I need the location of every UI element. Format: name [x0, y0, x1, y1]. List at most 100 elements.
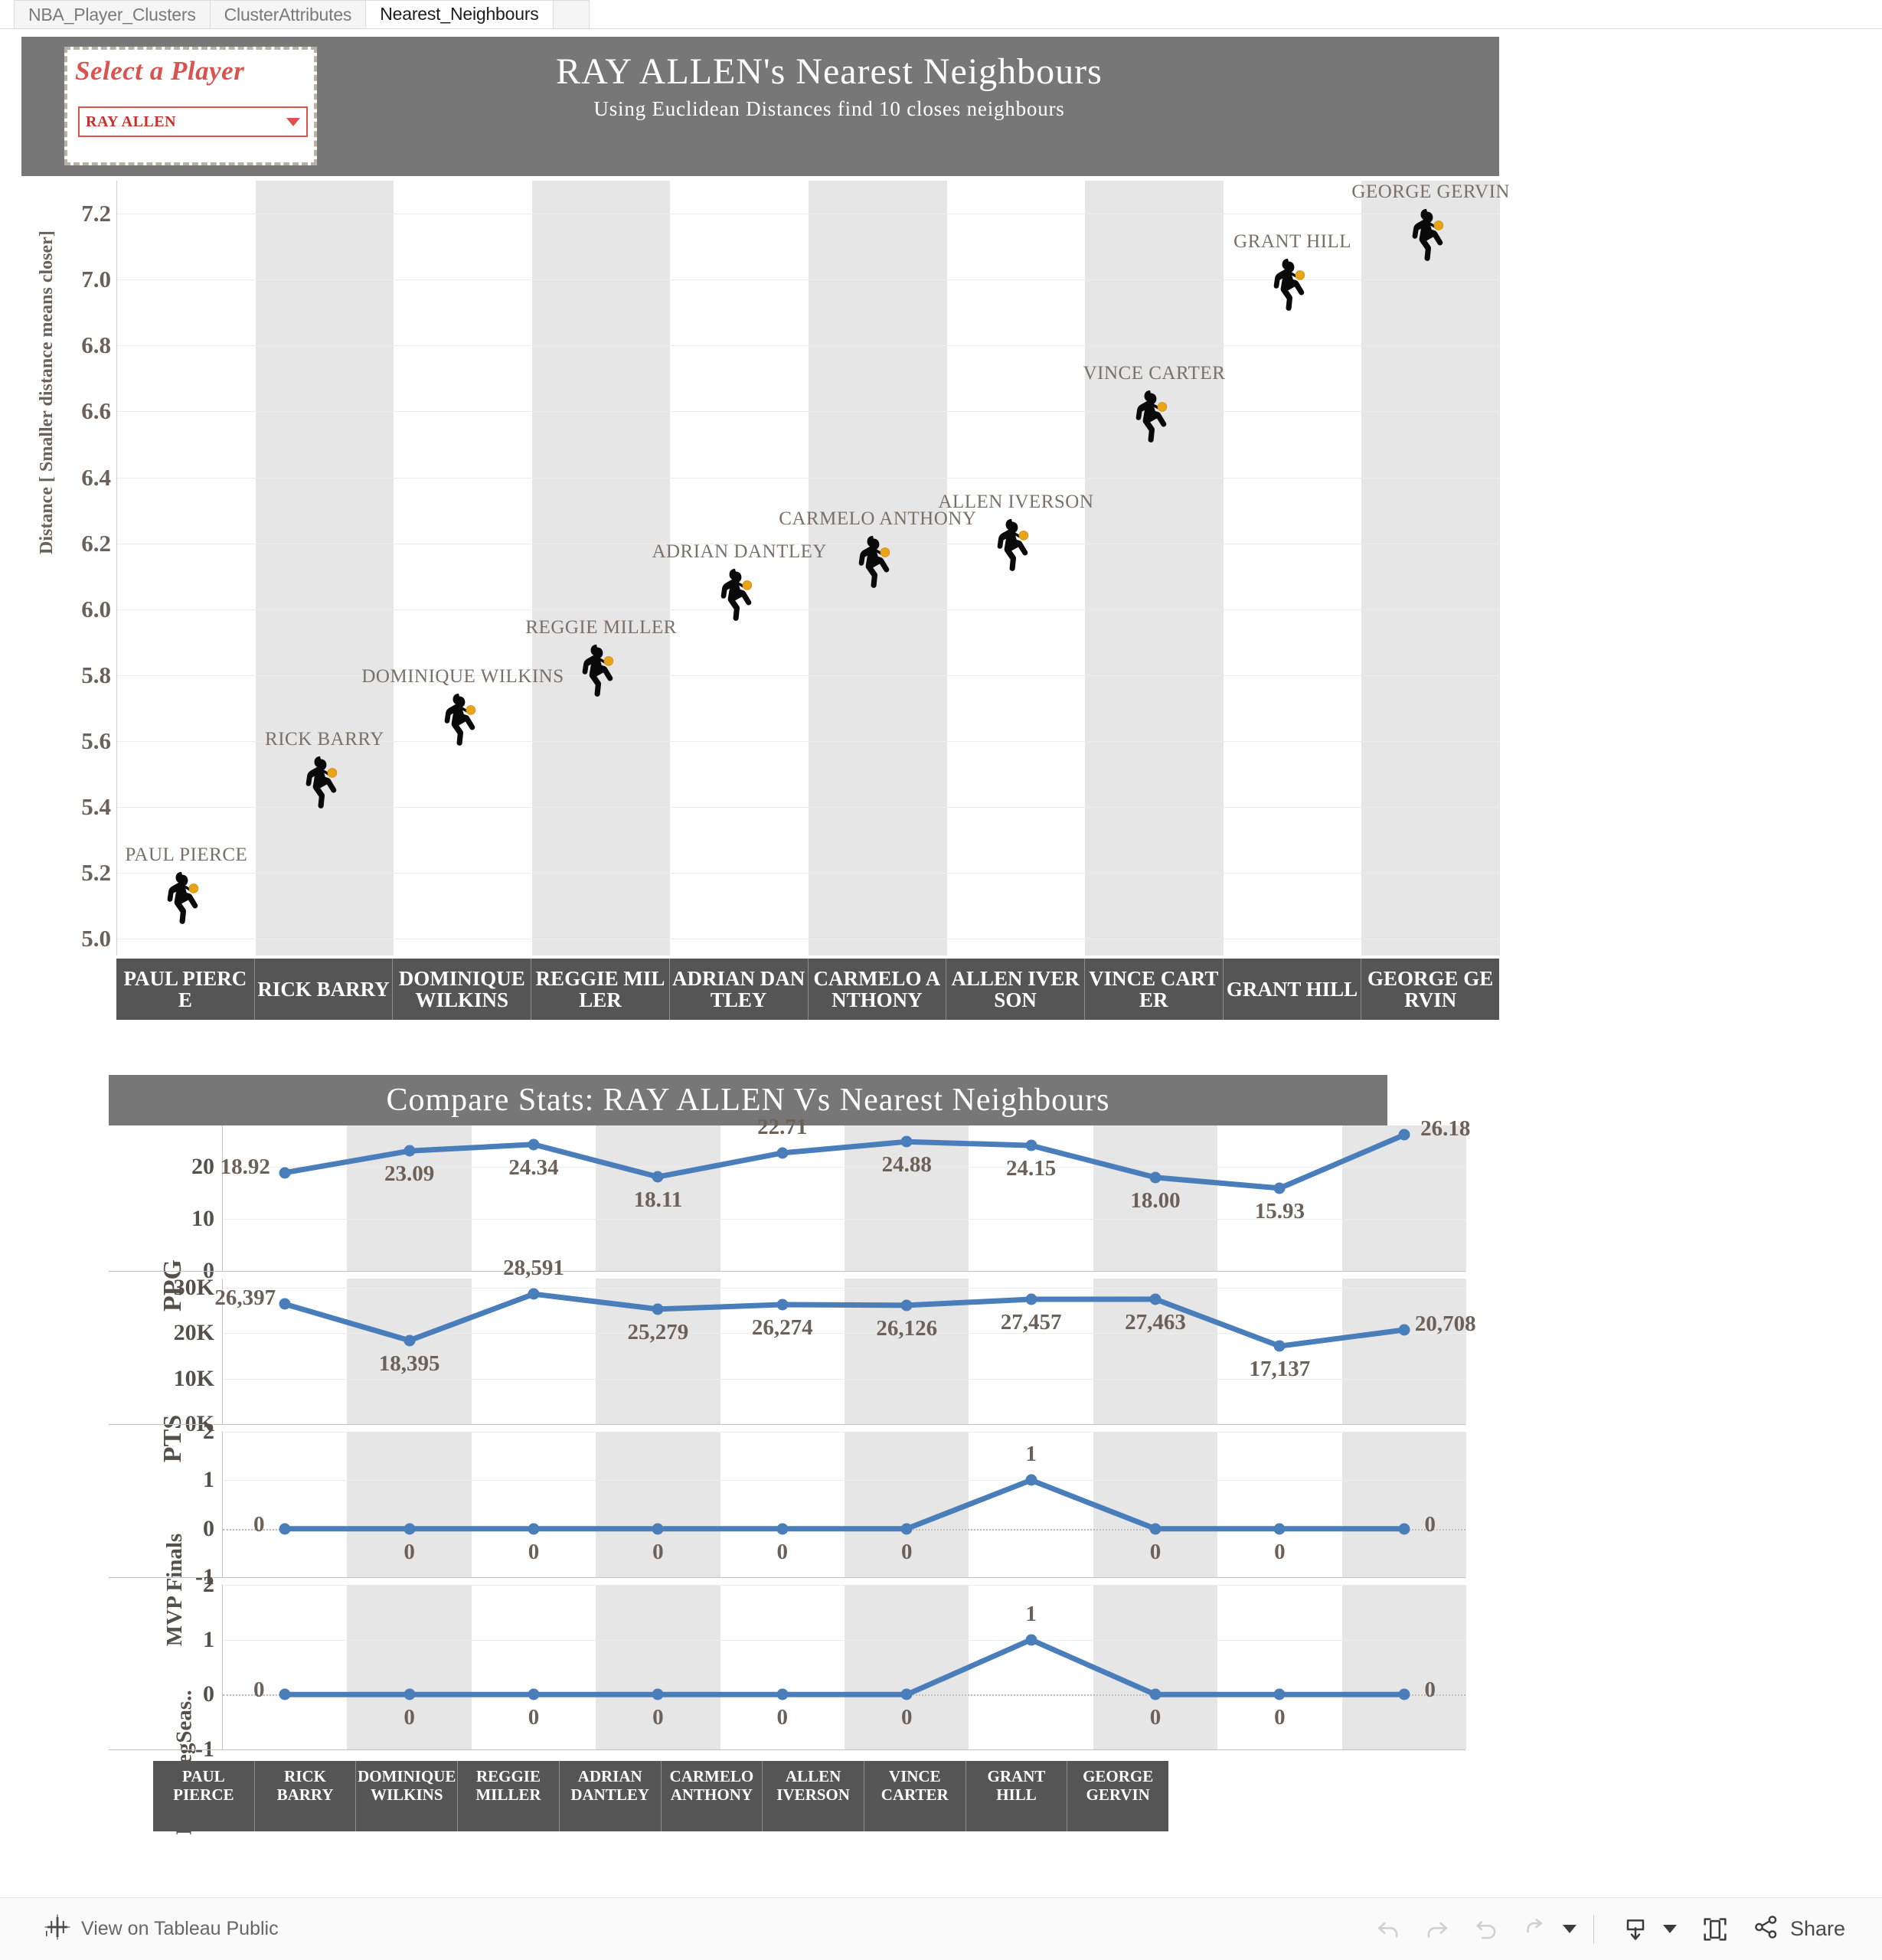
- basketball-player-icon[interactable]: [714, 565, 756, 627]
- metric-data-point[interactable]: [1025, 1474, 1037, 1486]
- metric-data-point[interactable]: [900, 1688, 913, 1700]
- revert-icon[interactable]: [1462, 1905, 1511, 1954]
- tab-nearest-neighbours[interactable]: Nearest_Neighbours: [365, 0, 554, 28]
- metric-data-point[interactable]: [528, 1688, 540, 1700]
- metric-data-point[interactable]: [1398, 1523, 1410, 1535]
- metric-data-point[interactable]: [1149, 1688, 1162, 1700]
- scatter-point-label: PAUL PIERCE: [125, 844, 248, 865]
- metric-data-point[interactable]: [900, 1135, 913, 1148]
- dashboard-title-block: RAY ALLEN's Nearest Neighbours Using Euc…: [328, 51, 1331, 121]
- metric-data-point[interactable]: [1273, 1182, 1286, 1194]
- refresh-dropdown-caret-icon[interactable]: [1562, 1925, 1577, 1933]
- compare-x-tick-label[interactable]: PAUL PIERCE: [173, 1767, 234, 1805]
- metric-data-point[interactable]: [1273, 1340, 1286, 1352]
- scatter-x-tick-label[interactable]: VINCE CARTER: [1083, 959, 1223, 1020]
- compare-x-tick-label[interactable]: REGGIE MILLER: [457, 1761, 559, 1831]
- metric-gridline: [223, 1639, 1465, 1641]
- basketball-player-icon[interactable]: [575, 641, 618, 703]
- metric-data-point[interactable]: [900, 1523, 913, 1535]
- metric-data-point[interactable]: [1398, 1324, 1410, 1336]
- basketball-player-icon[interactable]: [1266, 255, 1309, 317]
- metric-plot-area[interactable]: 26,397 18,395 28,591 25,279 26,274 26,126 27,4…: [214, 1256, 1476, 1425]
- metric-data-point[interactable]: [1273, 1523, 1286, 1535]
- scatter-x-tick-label[interactable]: RICK BARRY: [253, 959, 393, 1020]
- metric-data-point[interactable]: [652, 1688, 664, 1700]
- metric-data-point[interactable]: [279, 1523, 291, 1535]
- metric-data-point[interactable]: [1149, 1171, 1162, 1184]
- scatter-x-tick-label[interactable]: REGGIE MILLER: [531, 959, 669, 1020]
- refresh-icon[interactable]: [1511, 1905, 1560, 1954]
- metric-data-point[interactable]: [528, 1138, 540, 1151]
- metric-data-point[interactable]: [652, 1523, 664, 1535]
- metric-data-point[interactable]: [900, 1299, 913, 1312]
- metric-data-point[interactable]: [404, 1688, 416, 1700]
- metric-value-label: 0: [900, 1539, 913, 1564]
- metric-y-tick-label: -1: [195, 1736, 214, 1762]
- metric-data-point[interactable]: [1398, 1688, 1410, 1700]
- metric-y-axis-ticks: 0 10 20: [130, 1125, 214, 1283]
- metric-data-point[interactable]: [1149, 1523, 1162, 1535]
- basketball-player-icon[interactable]: [990, 516, 1033, 578]
- metric-plot-area[interactable]: 0 0 0 0 0 0 1 0 0 0: [222, 1585, 1466, 1750]
- metric-data-point[interactable]: [404, 1334, 416, 1347]
- metric-data-point[interactable]: [776, 1298, 789, 1311]
- scatter-x-tick-label[interactable]: GEORGE GERVIN: [1361, 959, 1499, 1020]
- scatter-point-label: ADRIAN DANTLEY: [652, 541, 827, 562]
- compare-x-tick-label[interactable]: GRANT HILL: [965, 1761, 1067, 1831]
- scatter-plot-area[interactable]: PAUL PIERCE RICK BARRY DOMINIQUE WILKINS…: [116, 181, 1509, 956]
- metric-plot-area[interactable]: 18.92 23.09 24.34 18.11 22.71 24.88 24.15 18.00…: [221, 1115, 1470, 1272]
- metric-data-point[interactable]: [1273, 1688, 1286, 1700]
- scatter-y-tick-label: 7.2: [81, 200, 111, 227]
- metric-data-point[interactable]: [1398, 1129, 1410, 1141]
- metric-data-point[interactable]: [279, 1298, 291, 1310]
- compare-x-tick-label[interactable]: RICK BARRY: [253, 1761, 356, 1831]
- basketball-player-icon[interactable]: [1129, 387, 1171, 449]
- undo-icon[interactable]: [1364, 1905, 1413, 1954]
- metric-data-point[interactable]: [1025, 1293, 1037, 1305]
- metric-data-point[interactable]: [528, 1523, 540, 1535]
- metric-data-point[interactable]: [776, 1688, 789, 1700]
- metric-data-point[interactable]: [279, 1688, 291, 1700]
- scatter-x-axis: PAUL PIERCE RICK BARRY DOMINIQUE WILKINS RE…: [116, 959, 1499, 1020]
- metric-data-point[interactable]: [279, 1167, 291, 1179]
- player-select-dropdown[interactable]: RAY ALLEN: [78, 106, 308, 137]
- tab-cluster-attributes[interactable]: ClusterAttributes: [209, 0, 367, 28]
- compare-x-tick-label[interactable]: GEORGE GERVIN: [1067, 1761, 1168, 1831]
- scatter-x-tick-label[interactable]: CARMELO ANTHONY: [807, 959, 946, 1020]
- download-dropdown-caret-icon[interactable]: [1662, 1925, 1677, 1933]
- basketball-player-icon[interactable]: [1405, 206, 1448, 268]
- scatter-x-tick-label[interactable]: ADRIAN DANTLEY: [668, 959, 808, 1020]
- view-on-tableau-public-link[interactable]: View on Tableau Public: [44, 1914, 279, 1944]
- share-button[interactable]: Share: [1752, 1913, 1845, 1945]
- tab-nba-player-clusters[interactable]: NBA_Player_Clusters: [14, 0, 211, 28]
- redo-icon[interactable]: [1413, 1905, 1462, 1954]
- compare-x-tick-label[interactable]: ALLEN IVERSON: [762, 1761, 864, 1831]
- metric-data-point[interactable]: [1025, 1139, 1037, 1152]
- basketball-player-icon[interactable]: [299, 753, 341, 815]
- metric-data-point[interactable]: [652, 1171, 664, 1183]
- metric-data-point[interactable]: [652, 1303, 664, 1315]
- scatter-x-tick-label[interactable]: ALLEN IVERSON: [946, 959, 1084, 1020]
- compare-x-tick-label[interactable]: DOMINIQUE WILKINS: [355, 1761, 457, 1831]
- metric-plot-area[interactable]: 0 0 0 0 0 0 1 0 0 0: [222, 1432, 1466, 1578]
- metric-data-point[interactable]: [404, 1523, 416, 1535]
- compare-x-tick-label[interactable]: CARMELO ANTHONY: [660, 1761, 763, 1831]
- compare-x-tick-label[interactable]: ADRIAN DANTLEY: [558, 1761, 661, 1831]
- metric-data-point[interactable]: [404, 1145, 416, 1157]
- metric-data-point[interactable]: [1149, 1293, 1162, 1305]
- metric-data-point[interactable]: [776, 1523, 789, 1535]
- metric-data-point[interactable]: [1025, 1634, 1037, 1646]
- basketball-player-icon[interactable]: [851, 532, 894, 594]
- metric-value-label: 0: [1149, 1705, 1162, 1730]
- fullscreen-icon[interactable]: [1691, 1905, 1740, 1954]
- metric-data-point[interactable]: [776, 1147, 789, 1159]
- metric-data-point[interactable]: [528, 1288, 540, 1300]
- metric-column-band: [1341, 1432, 1466, 1577]
- basketball-player-icon[interactable]: [160, 868, 203, 930]
- basketball-player-icon[interactable]: [437, 691, 480, 753]
- scatter-x-tick-label[interactable]: PAUL PIERCE: [123, 966, 247, 1011]
- compare-x-tick-label[interactable]: VINCE CARTER: [863, 1761, 966, 1831]
- scatter-x-tick-label[interactable]: GRANT HILL: [1222, 959, 1361, 1020]
- scatter-x-tick-label[interactable]: DOMINIQUE WILKINS: [392, 959, 531, 1020]
- download-icon[interactable]: [1611, 1905, 1660, 1954]
